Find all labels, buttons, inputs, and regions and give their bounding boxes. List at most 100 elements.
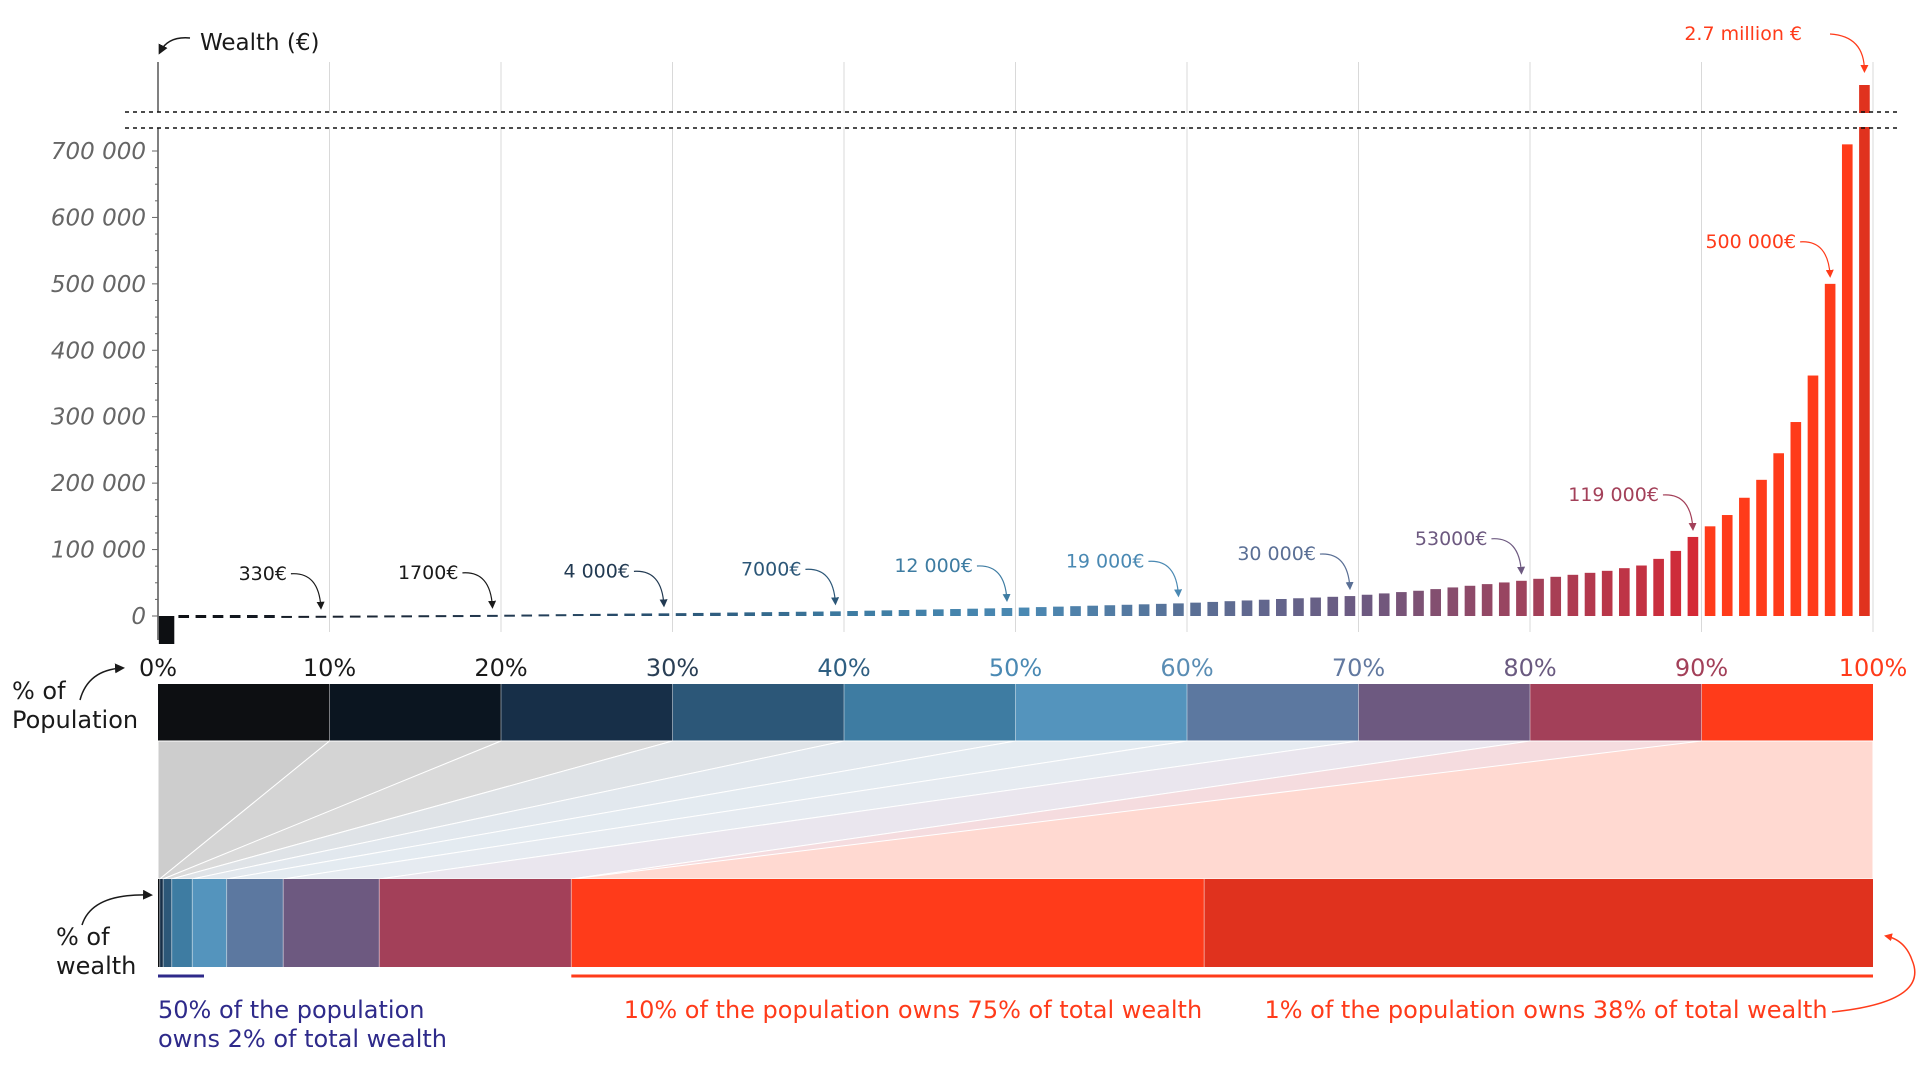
x-tick-labels: 0% 10% 20% 30% 40% 50% 60% 70% 80% 90% 100% bbox=[139, 654, 1907, 682]
y-tick-label: 300 000 bbox=[51, 405, 146, 431]
bar-p12 bbox=[349, 615, 361, 618]
bar-p87 bbox=[1636, 565, 1647, 616]
bar-p48 bbox=[967, 608, 978, 616]
bar-p30 bbox=[658, 613, 670, 616]
y-tick-label: 100 000 bbox=[51, 538, 146, 564]
bar-p98 bbox=[1824, 283, 1836, 616]
wealth-segment-7 bbox=[283, 879, 380, 967]
bar-p72 bbox=[1378, 593, 1390, 616]
bar-p74 bbox=[1413, 590, 1424, 616]
bar-p66 bbox=[1276, 598, 1287, 616]
bar-p8 bbox=[281, 615, 292, 618]
bar-p65 bbox=[1258, 599, 1270, 616]
x-tick-label: 70% bbox=[1332, 654, 1385, 682]
x-tick-label: 60% bbox=[1160, 654, 1213, 682]
annotation-arrow bbox=[1319, 553, 1354, 591]
bar-p64 bbox=[1241, 600, 1253, 616]
wealth-segment-1 bbox=[158, 879, 160, 967]
bar-p83 bbox=[1567, 574, 1579, 616]
population-decile-2 bbox=[329, 684, 501, 741]
annotation-arrow bbox=[976, 565, 1011, 603]
x-tick-label: 40% bbox=[817, 654, 870, 682]
bar-p84 bbox=[1584, 572, 1596, 616]
bar-p32 bbox=[692, 612, 704, 616]
bar-p20 bbox=[487, 614, 498, 617]
wealth-segment-5 bbox=[192, 879, 227, 967]
wealth-segment-3 bbox=[163, 879, 172, 967]
bar-p53 bbox=[1053, 606, 1064, 616]
population-label-arrow bbox=[79, 663, 125, 701]
x-tick-label: 50% bbox=[989, 654, 1042, 682]
bar-p29 bbox=[641, 613, 653, 616]
bar-p45 bbox=[915, 609, 927, 616]
wealth-share-bar bbox=[158, 879, 1873, 967]
bar-p57 bbox=[1121, 604, 1133, 616]
bar-p51 bbox=[1018, 607, 1030, 616]
annotation-label: 19 000€ bbox=[1066, 550, 1145, 572]
y-axis-title: Wealth (€) bbox=[200, 30, 320, 56]
annotation-label: 12 000€ bbox=[894, 555, 973, 577]
axis-break bbox=[125, 111, 1920, 129]
bar-p16 bbox=[418, 615, 430, 618]
bar-p81 bbox=[1533, 578, 1544, 616]
annotation-arrow bbox=[1148, 560, 1183, 598]
bar-p10 bbox=[315, 615, 327, 618]
bar-p22 bbox=[521, 614, 533, 617]
bar-p73 bbox=[1396, 592, 1407, 616]
bar-p54 bbox=[1070, 606, 1081, 616]
wealth-segment-6 bbox=[226, 879, 284, 967]
bar-p36 bbox=[761, 612, 773, 616]
bar-p58 bbox=[1138, 604, 1150, 616]
y-axis-title-arrow bbox=[158, 37, 191, 55]
bar-p43 bbox=[881, 610, 893, 616]
population-decile-1 bbox=[158, 684, 330, 741]
annotation-label: 30 000€ bbox=[1237, 543, 1316, 565]
caption-bottom50-line2: owns 2% of total wealth bbox=[158, 1025, 447, 1053]
caption-top10: 10% of the population owns 75% of total … bbox=[624, 996, 1202, 1024]
bar-p26 bbox=[590, 613, 601, 616]
bar-p61 bbox=[1190, 602, 1201, 616]
bar-p100 bbox=[1859, 85, 1870, 616]
bar-p6 bbox=[247, 615, 258, 618]
annotation-arrow bbox=[1829, 33, 1869, 73]
caption-top1-arrow bbox=[1831, 933, 1916, 1013]
bar-p41 bbox=[847, 611, 858, 616]
y-tick-label: 700 000 bbox=[51, 139, 146, 165]
bar-p34 bbox=[727, 612, 738, 616]
bar-p52 bbox=[1035, 607, 1047, 616]
bar-p71 bbox=[1361, 594, 1373, 616]
bar-p13 bbox=[367, 615, 378, 618]
population-decile-6 bbox=[1015, 684, 1187, 741]
bar-p79 bbox=[1498, 582, 1510, 616]
bar-p49 bbox=[984, 608, 996, 616]
bar-p99 bbox=[1841, 144, 1853, 616]
annotation-label: 4 000€ bbox=[563, 560, 629, 582]
wealth-segment-10 bbox=[1204, 879, 1873, 967]
bar-p1 bbox=[158, 616, 175, 644]
annotation-arrow bbox=[1662, 494, 1697, 531]
annotation-label: 500 000€ bbox=[1705, 231, 1796, 253]
population-decile-10 bbox=[1701, 684, 1873, 741]
bar-p86 bbox=[1619, 568, 1630, 616]
bar-p89 bbox=[1670, 550, 1682, 616]
bar-p27 bbox=[607, 613, 618, 616]
bar-p69 bbox=[1327, 596, 1339, 616]
bar-p19 bbox=[469, 614, 481, 617]
x-tick-label: 30% bbox=[646, 654, 699, 682]
annotation-arrow bbox=[1800, 241, 1834, 278]
population-deciles-bar bbox=[158, 684, 1873, 741]
annotation-arrow bbox=[633, 570, 668, 608]
annotation-arrow bbox=[805, 568, 840, 606]
bar-series bbox=[158, 85, 1870, 644]
caption-top1: 1% of the population owns 38% of total w… bbox=[1264, 996, 1827, 1024]
bar-p82 bbox=[1550, 576, 1562, 616]
wealth-segment-2 bbox=[159, 879, 164, 967]
population-decile-9 bbox=[1530, 684, 1702, 741]
bar-p47 bbox=[950, 609, 961, 616]
bar-p44 bbox=[898, 610, 910, 616]
bar-p9 bbox=[298, 615, 310, 618]
bar-p21 bbox=[504, 614, 515, 617]
bar-p80 bbox=[1516, 580, 1527, 616]
x-tick-label: 0% bbox=[139, 654, 177, 682]
